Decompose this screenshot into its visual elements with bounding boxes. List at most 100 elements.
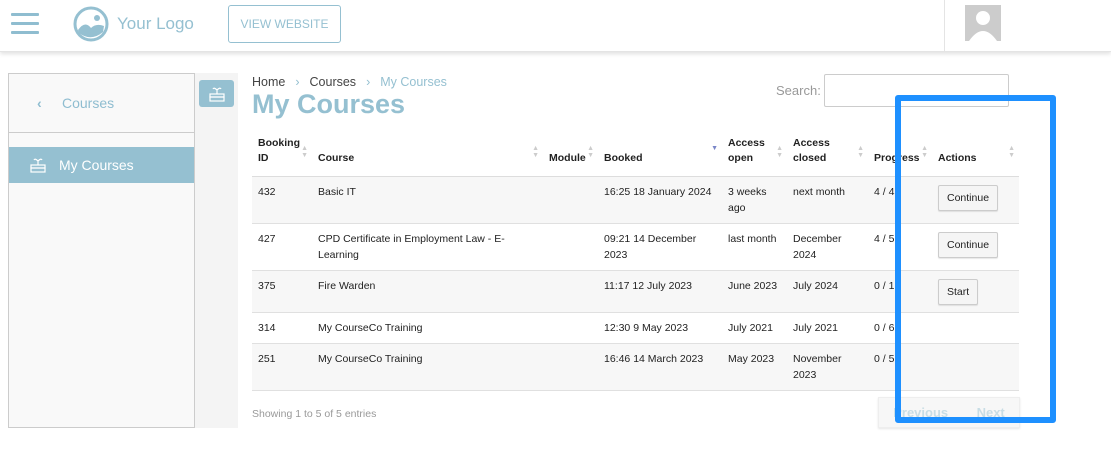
sort-icon: ▲ ▼	[301, 145, 308, 159]
cell-id: 432	[252, 176, 312, 224]
cell-booked: 11:17 12 July 2023	[598, 270, 722, 313]
cell-open: May 2023	[722, 343, 787, 391]
header-label: Course	[318, 151, 355, 164]
table-row: 427 CPD Certificate in Employment Law - E…	[252, 223, 1019, 271]
cell-actions: Continue	[932, 223, 1019, 271]
header: Your Logo VIEW WEBSITE	[0, 0, 1111, 52]
cell-open: June 2023	[722, 270, 787, 313]
column-header-access-open[interactable]: Access open ▲ ▼	[722, 135, 787, 177]
courses-table: Booking ID ▲ ▼ Course ▲ ▼ Module ▲ ▼ Booked ▼ Access…	[252, 135, 1019, 391]
cell-module	[543, 343, 598, 391]
sidebar-collapse-strip	[195, 73, 238, 428]
courses-toggle-button[interactable]	[199, 80, 234, 107]
header-label: Actions	[938, 151, 977, 164]
cell-actions	[932, 343, 1019, 391]
header-label: Module	[549, 151, 586, 164]
cell-id: 427	[252, 223, 312, 271]
sort-icon: ▲ ▼	[532, 145, 539, 159]
hamburger-menu-icon[interactable]	[11, 13, 39, 35]
cell-booked: 16:46 14 March 2023	[598, 343, 722, 391]
cell-course: My CourseCo Training	[312, 343, 543, 391]
column-header-actions[interactable]: Actions ▲ ▼	[932, 135, 1019, 177]
start-button[interactable]: Start	[938, 278, 979, 305]
cell-closed: July 2024	[787, 270, 868, 313]
header-label: Access	[793, 136, 830, 149]
table-row: 375 Fire Warden 11:17 12 July 2023 June 202…	[252, 270, 1019, 313]
logo-icon	[73, 6, 109, 42]
table-row: 432 Basic IT 16:25 18 January 2024 3 weeks …	[252, 176, 1019, 224]
cell-progress: 4 / 4	[868, 176, 932, 224]
breadcrumb-courses[interactable]: Courses	[309, 75, 357, 89]
chevron-left-icon: ‹	[37, 95, 42, 111]
table-row: 314 My CourseCo Training 12:30 9 May 2023 J…	[252, 312, 1019, 344]
cell-progress: 0 / 5	[868, 343, 932, 391]
cell-actions: Continue	[932, 176, 1019, 224]
breadcrumb-home[interactable]: Home	[252, 75, 286, 89]
header-label: Booked	[604, 151, 643, 164]
courses-icon	[30, 158, 46, 173]
user-icon	[969, 11, 997, 41]
breadcrumb: Home › Courses › My Courses	[252, 75, 447, 89]
search-label: Search:	[776, 83, 821, 98]
table-info: Showing 1 to 5 of 5 entries	[252, 408, 377, 420]
breadcrumb-separator: ›	[366, 75, 371, 89]
column-header-course[interactable]: Course ▲ ▼	[312, 135, 543, 177]
sidebar-item-label: My Courses	[59, 157, 134, 173]
cell-id: 251	[252, 343, 312, 391]
cell-module	[543, 223, 598, 271]
sort-icon: ▲ ▼	[921, 145, 928, 159]
cell-course: Fire Warden	[312, 270, 543, 313]
cell-module	[543, 176, 598, 224]
logo-text: Your Logo	[117, 14, 194, 33]
cell-progress: 4 / 5	[868, 223, 932, 271]
search-input[interactable]	[823, 74, 1009, 107]
pagination: Previous Next	[878, 397, 1020, 428]
sort-icon: ▲ ▼	[857, 145, 864, 159]
cell-closed: next month	[787, 176, 868, 224]
sort-icon: ▲ ▼	[587, 145, 594, 159]
page-title: My Courses	[252, 89, 406, 119]
cell-module	[543, 270, 598, 313]
header-label: open	[728, 151, 754, 164]
cell-actions	[932, 312, 1019, 344]
sidebar-back-courses[interactable]: ‹ Courses	[9, 74, 194, 133]
cell-id: 375	[252, 270, 312, 313]
table-row: 251 My CourseCo Training 16:46 14 March 20…	[252, 343, 1019, 391]
column-header-booking-id[interactable]: Booking ID ▲ ▼	[252, 135, 312, 177]
column-header-progress[interactable]: Progress ▲ ▼	[868, 135, 932, 177]
cell-actions: Start	[932, 270, 1019, 313]
sort-icon: ▲ ▼	[776, 145, 783, 159]
search: Search:	[776, 74, 1009, 107]
user-area	[944, 0, 1111, 52]
header-label: Access	[728, 136, 765, 149]
breadcrumb-current: My Courses	[380, 75, 447, 89]
cell-id: 314	[252, 312, 312, 344]
cell-booked: 16:25 18 January 2024	[598, 176, 722, 224]
cell-closed: July 2021	[787, 312, 868, 344]
cell-open: July 2021	[722, 312, 787, 344]
logo[interactable]: Your Logo	[73, 6, 194, 42]
column-header-access-closed[interactable]: Access closed ▲ ▼	[787, 135, 868, 177]
next-button[interactable]: Next	[976, 405, 1005, 420]
header-label: closed	[793, 151, 827, 164]
view-website-button[interactable]: VIEW WEBSITE	[228, 5, 341, 43]
column-header-booked[interactable]: Booked ▼	[598, 135, 722, 177]
sort-icon: ▲ ▼	[1008, 145, 1015, 159]
cell-course: CPD Certificate in Employment Law - E-Le…	[312, 223, 543, 271]
cell-course: My CourseCo Training	[312, 312, 543, 344]
column-header-module[interactable]: Module ▲ ▼	[543, 135, 598, 177]
sidebar-item-my-courses[interactable]: My Courses	[9, 147, 194, 183]
courses-icon	[208, 87, 225, 102]
continue-button[interactable]: Continue	[938, 231, 999, 258]
avatar[interactable]	[965, 5, 1001, 41]
cell-progress: 0 / 1	[868, 270, 932, 313]
breadcrumb-separator: ›	[295, 75, 300, 89]
previous-button[interactable]: Previous	[893, 405, 949, 420]
continue-button[interactable]: Continue	[938, 184, 999, 211]
cell-progress: 0 / 6	[868, 312, 932, 344]
sidebar-back-label: Courses	[62, 95, 115, 111]
header-label: ID	[258, 151, 269, 164]
cell-module	[543, 312, 598, 344]
cell-booked: 12:30 9 May 2023	[598, 312, 722, 344]
cell-booked: 09:21 14 December 2023	[598, 223, 722, 271]
